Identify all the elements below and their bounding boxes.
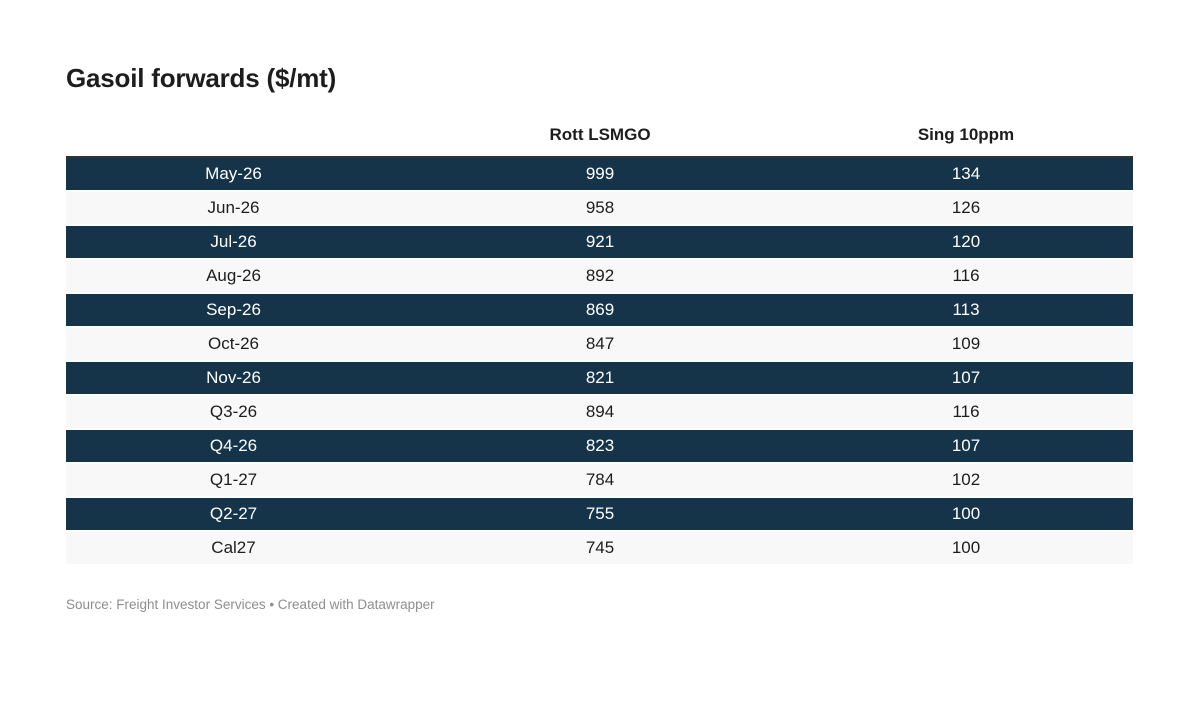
table-header: Rott LSMGO Sing 10ppm: [66, 125, 1133, 158]
period-cell: Nov-26: [66, 361, 402, 396]
rott-value-cell: 847: [401, 327, 800, 362]
table-row: Nov-26 821 107: [66, 361, 1133, 396]
table-row: Jun-26 958 126: [66, 191, 1133, 226]
period-cell: Q1-27: [66, 463, 402, 498]
sing-value-cell: 107: [799, 361, 1133, 396]
rott-value-cell: 921: [401, 225, 800, 260]
period-cell: Q3-26: [66, 395, 402, 430]
sing-value-cell: 126: [799, 191, 1133, 226]
table-row: Q3-26 894 116: [66, 395, 1133, 430]
table-row: Q1-27 784 102: [66, 463, 1133, 498]
sing-value-cell: 102: [799, 463, 1133, 498]
sing-value-cell: 120: [799, 225, 1133, 260]
table-row: Jul-26 921 120: [66, 225, 1133, 260]
sing-value-cell: 134: [799, 157, 1133, 192]
sing-value-cell: 116: [799, 259, 1133, 294]
page: Gasoil forwards ($/mt) Rott LSMGO Sing 1…: [66, 63, 1133, 612]
period-cell: Jul-26: [66, 225, 402, 260]
sing-value-cell: 107: [799, 429, 1133, 464]
sing-value-cell: 100: [799, 531, 1133, 566]
column-header-rott-lsmgo: Rott LSMGO: [401, 125, 800, 158]
rott-value-cell: 823: [401, 429, 800, 464]
column-header-sing-10ppm: Sing 10ppm: [799, 125, 1133, 158]
rott-value-cell: 894: [401, 395, 800, 430]
table-row: May-26 999 134: [66, 157, 1133, 192]
rott-value-cell: 869: [401, 293, 800, 328]
table-row: Q4-26 823 107: [66, 429, 1133, 464]
rott-value-cell: 999: [401, 157, 800, 192]
table-row: Q2-27 755 100: [66, 497, 1133, 532]
gasoil-forwards-table: Rott LSMGO Sing 10ppm May-26 999 134 Jun…: [66, 125, 1133, 566]
column-header-period: [66, 125, 402, 158]
sing-value-cell: 113: [799, 293, 1133, 328]
rott-value-cell: 784: [401, 463, 800, 498]
table-row: Oct-26 847 109: [66, 327, 1133, 362]
table-body: May-26 999 134 Jun-26 958 126 Jul-26 921…: [66, 157, 1133, 566]
rott-value-cell: 958: [401, 191, 800, 226]
source-attribution: Source: Freight Investor Services • Crea…: [66, 596, 435, 612]
table-row: Sep-26 869 113: [66, 293, 1133, 328]
sing-value-cell: 100: [799, 497, 1133, 532]
rott-value-cell: 745: [401, 531, 800, 566]
period-cell: Oct-26: [66, 327, 402, 362]
page-title: Gasoil forwards ($/mt): [66, 63, 337, 93]
period-cell: Q2-27: [66, 497, 402, 532]
period-cell: Aug-26: [66, 259, 402, 294]
period-cell: Cal27: [66, 531, 402, 566]
header-row: Rott LSMGO Sing 10ppm: [66, 125, 1133, 158]
sing-value-cell: 116: [799, 395, 1133, 430]
rott-value-cell: 892: [401, 259, 800, 294]
table-row: Aug-26 892 116: [66, 259, 1133, 294]
sing-value-cell: 109: [799, 327, 1133, 362]
period-cell: Jun-26: [66, 191, 402, 226]
rott-value-cell: 755: [401, 497, 800, 532]
period-cell: Sep-26: [66, 293, 402, 328]
period-cell: May-26: [66, 157, 402, 192]
rott-value-cell: 821: [401, 361, 800, 396]
period-cell: Q4-26: [66, 429, 402, 464]
table-row: Cal27 745 100: [66, 531, 1133, 566]
